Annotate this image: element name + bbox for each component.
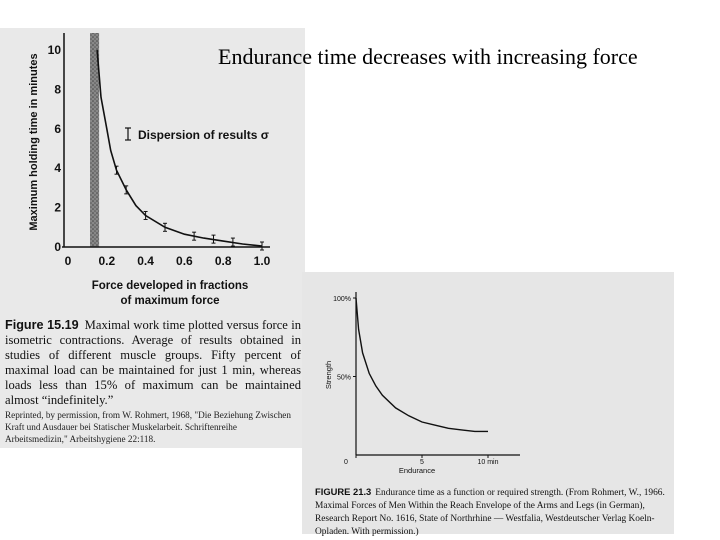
figure-15-19-caption: Figure 15.19 Maximal work time plotted ve… — [5, 318, 301, 408]
error-bar — [114, 165, 119, 175]
legend-label: Dispersion of results σ — [138, 128, 269, 142]
y-tick-label: 50% — [337, 375, 351, 382]
x-axis-label-line1: Force developed in fractions — [92, 280, 249, 292]
y-tick-label: 10 — [48, 43, 62, 57]
shaded-region-hatch — [90, 33, 100, 247]
strength-endurance-chart: 100% 50% 0 5 10 min Strength Endurance — [324, 292, 520, 475]
x-tick-label: 0 — [344, 459, 348, 466]
x-tick-label: 1.0 — [254, 254, 271, 268]
error-bar — [163, 222, 167, 232]
figure-15-19-label: Figure 15.19 — [5, 318, 79, 332]
y-tick-label: 2 — [54, 201, 61, 215]
error-bar — [211, 234, 216, 244]
y-tick-label: 100% — [333, 296, 351, 303]
y-tick-label: 6 — [54, 122, 61, 136]
x-axis-label: Endurance — [399, 466, 435, 475]
x-tick-label: 0.6 — [176, 254, 193, 268]
slide-title: Endurance time decreases with increasing… — [218, 44, 638, 69]
y-tick-label: 0 — [54, 240, 61, 254]
x-tick-label: 0.2 — [98, 254, 115, 268]
y-tick-label: 8 — [54, 82, 61, 96]
x-tick-label: 0.8 — [215, 254, 232, 268]
holding-time-chart: 0 2 4 6 8 10 0 0.2 0.4 0.6 0.8 1.0 Maximum holding… — [28, 33, 271, 307]
figure-21-3-label: FIGURE 21.3 — [315, 486, 372, 497]
endurance-curve — [355, 297, 488, 433]
y-axis-label: Strength — [324, 361, 333, 389]
x-tick-label: 0 — [65, 254, 72, 268]
y-axis-label: Maximum holding time in minutes — [28, 53, 40, 230]
figure-21-3-caption: FIGURE 21.3 Endurance time as a function … — [315, 485, 667, 539]
scanned-figure-21-3 — [302, 272, 674, 534]
x-tick-label: 0.4 — [137, 254, 154, 268]
figure-21-3-text: Endurance time as a function or required… — [315, 488, 665, 537]
scanned-figure-15-19 — [0, 28, 305, 448]
error-bar — [192, 231, 197, 241]
error-bar — [260, 241, 264, 251]
error-bar — [124, 185, 129, 195]
error-bar — [143, 210, 148, 220]
error-bar — [230, 237, 235, 247]
x-axis-label-line2: of maximum force — [120, 295, 219, 307]
legend: Dispersion of results σ — [125, 127, 269, 142]
x-tick-label: 5 — [420, 459, 424, 466]
figure-15-19-text: Maximal work time plotted versus force i… — [5, 318, 301, 407]
holding-time-curve — [96, 49, 263, 247]
figure-15-19-credit: Reprinted, by permission, from W. Rohmer… — [5, 410, 291, 444]
y-tick-label: 4 — [54, 161, 61, 175]
x-tick-label: 10 min — [477, 459, 498, 466]
